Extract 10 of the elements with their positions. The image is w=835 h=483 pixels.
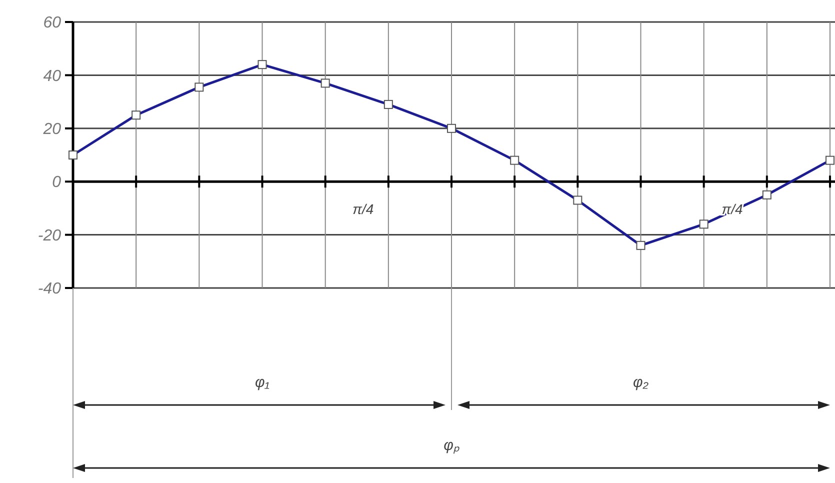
text: φ₁ xyxy=(254,374,270,391)
text: φₚ xyxy=(444,437,460,454)
text: φ₂ xyxy=(632,374,649,391)
annotation: π/4 xyxy=(352,201,374,218)
y-tick-label: 0 xyxy=(52,174,62,192)
y-tick-label: 40 xyxy=(43,68,62,85)
y-tick-label: 20 xyxy=(42,121,62,138)
y-tick-label: 60 xyxy=(43,14,62,32)
y-tick-label: -40 xyxy=(38,280,62,298)
y-tick-label: -20 xyxy=(38,227,62,244)
